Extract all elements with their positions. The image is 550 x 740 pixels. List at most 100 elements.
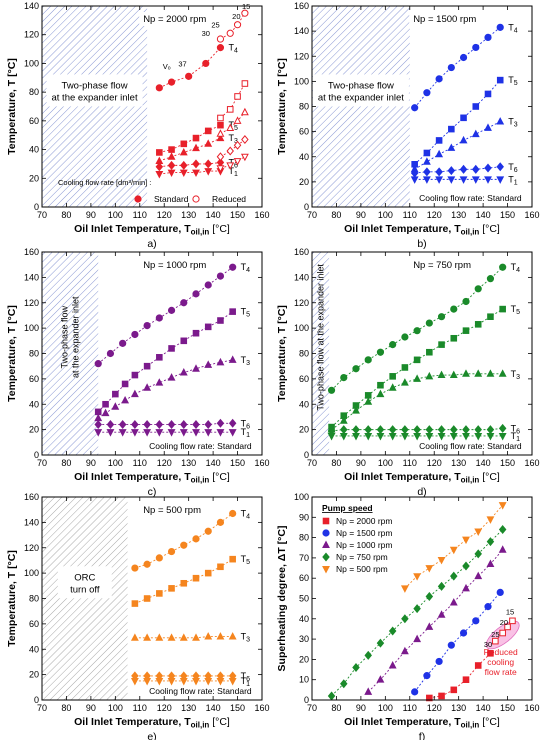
data-point [474,321,482,328]
data-point [484,33,492,42]
x-axis-label-sub: oil,in [191,476,210,485]
series-label: T1 [511,431,520,443]
panel-label: a) [147,238,156,250]
data-point [180,337,188,345]
legend-title: Cooling flow rate [dm³/min] : [58,178,151,187]
series-label: T5 [241,307,251,319]
data-point [377,381,384,389]
series-label: T4 [241,508,251,520]
legend-item: Np = 1500 rpm [336,528,392,538]
series-t3: T3 [130,632,250,644]
data-point [437,313,446,321]
y-tick-label: 0 [304,202,309,212]
x-axis-label-unit: [°C] [479,471,500,483]
data-point [474,432,483,441]
series-label-sub: 3 [514,122,518,129]
x-tick-label: 140 [206,210,221,220]
data-point [233,140,242,150]
x-tick-label: 80 [331,458,341,468]
series-line [331,373,503,430]
data-point [192,574,200,582]
region-label: turn off [70,584,100,595]
data-point [340,425,348,435]
x-axis-label: Oil Inlet Temperature, Toil,in [°C] [74,716,230,730]
series-label: T3 [511,369,520,381]
data-point [130,677,139,686]
x-tick-label: 100 [378,703,393,713]
x-tick-label: 150 [230,703,245,713]
data-point [179,677,188,686]
series-t3r [216,107,249,137]
series-line [220,139,246,158]
data-point [413,356,421,364]
data-point [226,162,235,170]
x-tick-label: 150 [500,210,515,220]
x-tick-label: 140 [476,703,491,713]
data-point [204,323,212,331]
x-tick-label: 80 [331,210,341,220]
series-line [414,121,501,170]
x-tick-label: 130 [451,703,466,713]
data-point [192,364,200,372]
speed-box [139,258,206,272]
data-point [484,603,492,611]
data-point [462,561,470,571]
series-t1r [216,153,249,173]
x-tick-label: 70 [37,703,47,713]
data-point [376,638,385,648]
y-tick-label: 120 [24,30,39,40]
region-hatch [312,252,330,455]
x-tick-label: 90 [86,703,96,713]
region-label-box [46,74,143,107]
y-tick-label: 20 [299,654,309,664]
series-np-2000-rpm [426,650,494,702]
data-point [167,169,176,178]
data-point [119,339,127,347]
data-point [216,165,225,173]
legend-marker [192,195,200,203]
pump-speed-label: Np = 1000 rpm [143,260,206,271]
data-point [426,694,433,702]
data-point [204,281,212,289]
data-point [229,263,237,271]
data-point [435,167,443,177]
pump-speed-label: Np = 2000 rpm [143,14,206,25]
pump-speed-label: Np = 500 rpm [143,505,201,516]
data-point [179,169,188,178]
data-point [192,134,200,142]
speed-box [139,503,206,517]
data-point [240,107,249,116]
series-t5: T5 [328,304,520,431]
data-point [425,622,434,630]
data-point [447,641,455,649]
series-t5r [217,80,249,122]
x-tick-label: 100 [378,210,393,220]
x-tick-label: 90 [356,703,366,713]
region-label-box [312,74,409,107]
data-point [486,559,495,567]
data-point [327,432,336,441]
data-point [216,518,225,526]
data-point [216,272,225,280]
data-point [204,527,212,535]
data-point [204,429,213,437]
data-point [143,420,151,430]
legend-marker [322,517,330,525]
x-tick-label: 120 [427,703,442,713]
data-point [484,123,492,131]
series-label: T6 [511,423,520,435]
x-axis-label-sub: oil,in [461,228,480,237]
data-point [118,429,127,437]
data-point [204,139,213,147]
series-t3: T3 [155,133,238,165]
data-point [216,418,225,428]
data-point [352,663,360,673]
data-point [228,429,237,437]
data-point [233,21,242,29]
series-line [429,652,491,699]
y-tick-label: 20 [29,173,39,183]
data-point [216,632,225,640]
data-point [492,637,499,645]
y-tick-label: 0 [34,202,39,212]
